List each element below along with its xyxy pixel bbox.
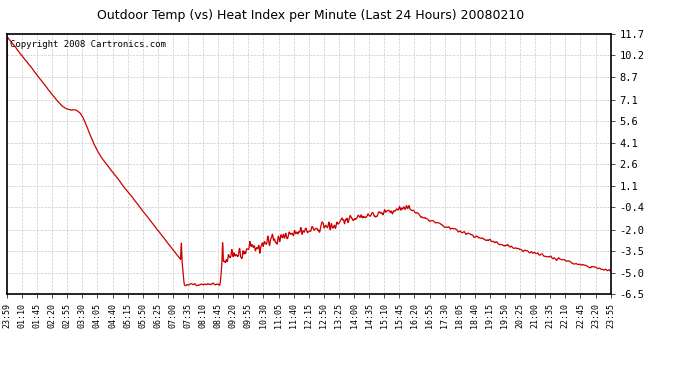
Text: Outdoor Temp (vs) Heat Index per Minute (Last 24 Hours) 20080210: Outdoor Temp (vs) Heat Index per Minute … bbox=[97, 9, 524, 22]
Text: Copyright 2008 Cartronics.com: Copyright 2008 Cartronics.com bbox=[10, 40, 166, 49]
